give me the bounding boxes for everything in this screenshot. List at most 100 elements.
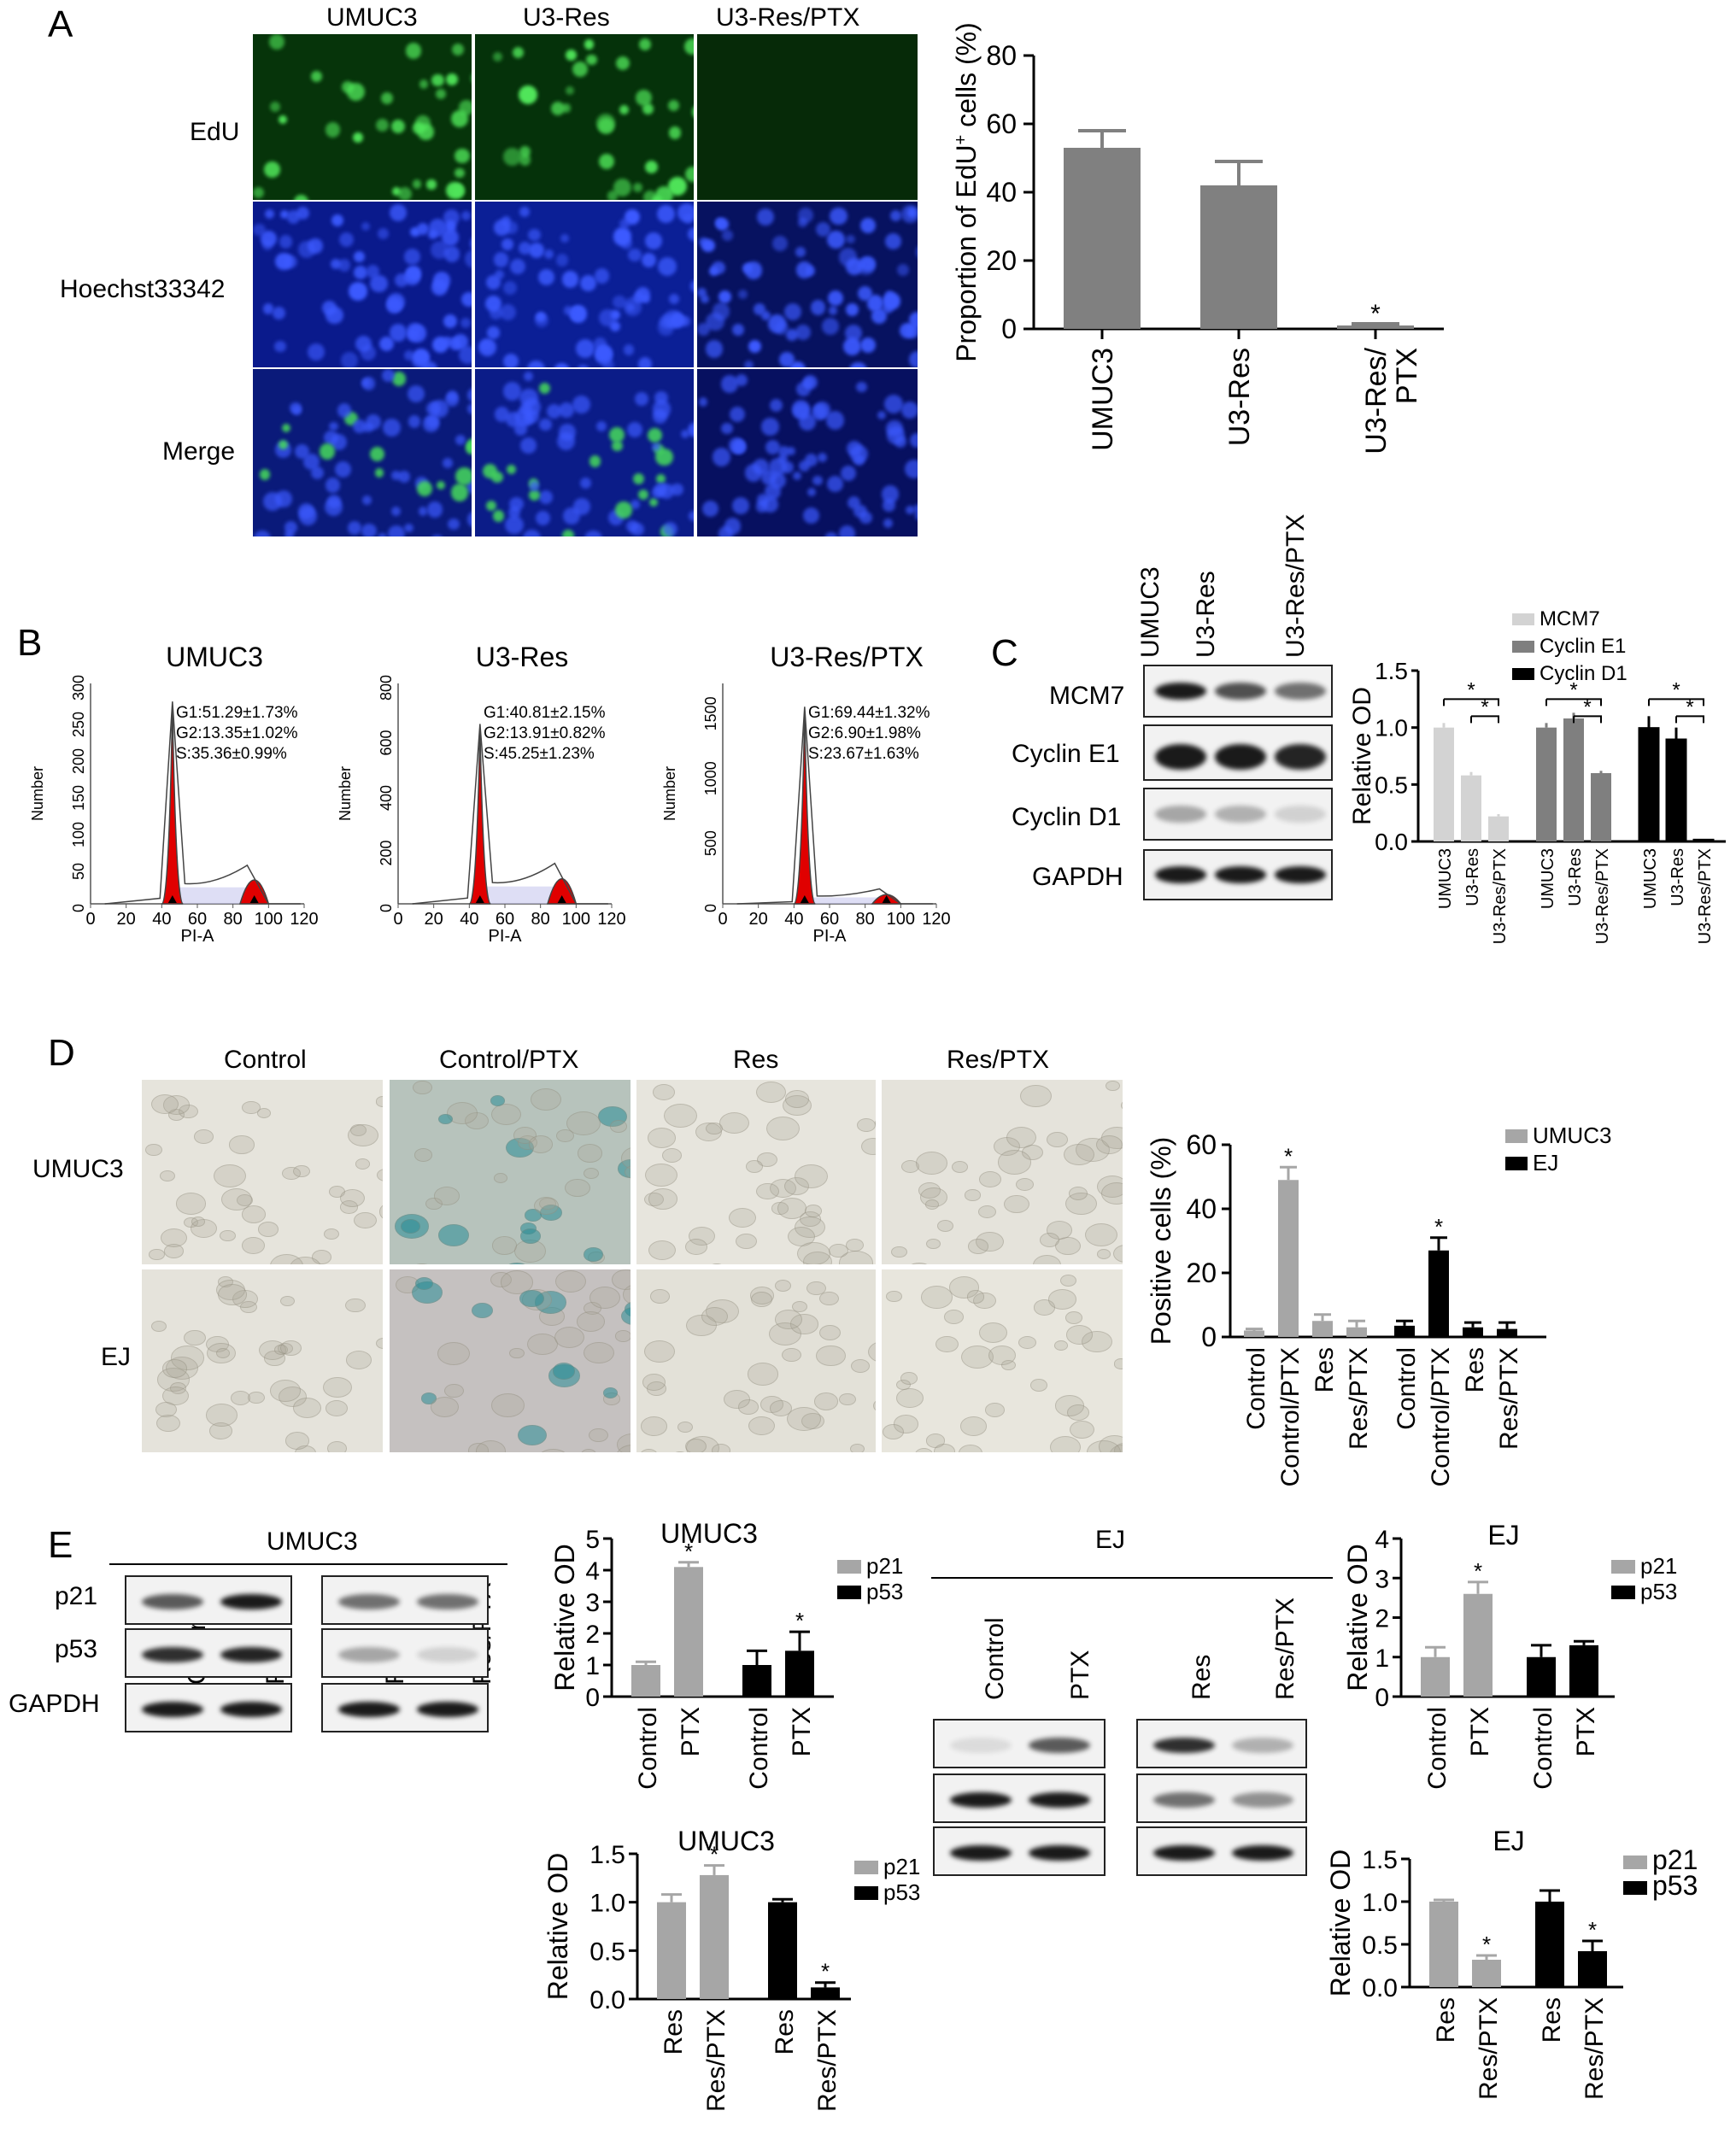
nucleus xyxy=(709,267,719,276)
bar xyxy=(1463,1327,1483,1337)
nucleus xyxy=(326,306,343,325)
bar xyxy=(700,1874,729,1999)
cell xyxy=(684,1239,707,1256)
nucleus xyxy=(654,390,668,405)
significance-mark: * xyxy=(1672,679,1680,702)
blot-strip-e xyxy=(321,1575,489,1625)
nucleus xyxy=(630,522,644,536)
bar xyxy=(1064,148,1141,329)
nucleus xyxy=(687,226,694,241)
cell xyxy=(639,1448,659,1452)
nucleus xyxy=(492,510,505,522)
band xyxy=(338,1702,400,1717)
cell xyxy=(718,1112,750,1134)
nucleus xyxy=(361,523,377,536)
micrograph-a-r2-c0 xyxy=(253,369,472,536)
x-tick-label: 60 xyxy=(820,910,839,929)
cell xyxy=(1066,1404,1090,1422)
bar xyxy=(1638,727,1660,842)
nucleus xyxy=(329,421,338,431)
y-axis-label: Relative OD xyxy=(1325,1850,1356,1997)
nucleus xyxy=(494,269,504,279)
cell xyxy=(684,1438,707,1452)
band xyxy=(220,1702,282,1717)
bar xyxy=(1569,1644,1598,1697)
nucleus xyxy=(849,361,867,367)
bar xyxy=(1394,1325,1415,1337)
nucleus xyxy=(795,247,806,258)
y-tick-label: 20 xyxy=(986,245,1017,276)
nucleus xyxy=(859,256,876,273)
cell xyxy=(326,1440,348,1452)
bar xyxy=(1337,325,1414,329)
micrograph-a-r1-c2 xyxy=(697,202,918,367)
nucleus xyxy=(326,122,341,138)
nucleus xyxy=(671,483,683,496)
sa-bgal-image-r0-c1 xyxy=(390,1080,630,1264)
nucleus xyxy=(882,498,895,512)
nucleus xyxy=(645,161,659,174)
cell xyxy=(701,1306,729,1327)
x-tick-label: 100 xyxy=(255,910,283,929)
nucleus xyxy=(340,352,358,367)
nucleus xyxy=(455,435,466,446)
cell xyxy=(850,1358,870,1373)
y-tick-label: 3 xyxy=(585,1589,600,1617)
legend-label: p53 xyxy=(883,1879,920,1905)
bar xyxy=(1563,718,1584,841)
blot-strip-e xyxy=(1136,1719,1307,1768)
histogram-title: U3-Res xyxy=(476,642,568,672)
nucleus xyxy=(442,228,460,246)
sig-bracket xyxy=(1443,698,1499,706)
nucleus xyxy=(265,208,275,219)
cell xyxy=(472,1302,493,1318)
cell xyxy=(1096,1134,1123,1155)
cell xyxy=(1048,1289,1077,1310)
nucleus xyxy=(647,427,662,443)
nucleus xyxy=(881,485,899,503)
nucleus xyxy=(619,105,629,115)
nucleus xyxy=(910,432,918,448)
cell xyxy=(935,1335,959,1353)
nucleus xyxy=(828,306,838,315)
nucleus xyxy=(915,243,918,261)
cell xyxy=(1064,1143,1094,1165)
nucleus xyxy=(619,218,630,229)
legend-label: Cyclin D1 xyxy=(1540,662,1628,685)
nucleus xyxy=(813,402,831,419)
nucleus xyxy=(905,459,918,478)
cell xyxy=(345,1350,372,1369)
x-tick-label: Res xyxy=(1432,1997,1460,2043)
nucleus xyxy=(877,410,887,419)
nucleus xyxy=(580,274,597,291)
nucleus xyxy=(641,294,650,304)
cell xyxy=(552,1363,576,1380)
nucleus xyxy=(692,103,694,120)
legend-label: p21 xyxy=(1640,1553,1677,1579)
cell xyxy=(818,1324,841,1341)
nucleus xyxy=(370,447,384,461)
x-tick-label: U3-Res xyxy=(1669,848,1687,906)
bar xyxy=(811,1987,840,1999)
cell xyxy=(194,1129,214,1145)
nucleus xyxy=(377,533,387,536)
panel-letter-c: C xyxy=(991,632,1018,674)
histogram-outline xyxy=(104,701,301,905)
cell xyxy=(615,1330,630,1342)
nucleus xyxy=(845,303,859,317)
nucleus xyxy=(341,81,355,94)
cell xyxy=(1084,1222,1118,1247)
y-tick-label: 40 xyxy=(1186,1193,1217,1224)
g1-marker xyxy=(475,895,484,903)
cell xyxy=(1100,1182,1123,1205)
nucleus xyxy=(290,402,302,414)
cell xyxy=(354,1211,378,1229)
cell xyxy=(145,1143,162,1157)
cell xyxy=(988,1345,1017,1365)
nucleus xyxy=(553,362,570,367)
y-tick-label: 0 xyxy=(1375,1684,1389,1712)
cell xyxy=(490,1095,506,1106)
cell xyxy=(566,1111,601,1135)
